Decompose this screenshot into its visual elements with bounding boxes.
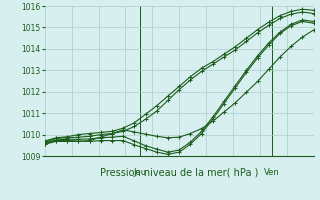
X-axis label: Pression niveau de la mer( hPa ): Pression niveau de la mer( hPa ): [100, 167, 258, 177]
Text: Jeu: Jeu: [134, 168, 147, 177]
Text: Ven: Ven: [264, 168, 280, 177]
